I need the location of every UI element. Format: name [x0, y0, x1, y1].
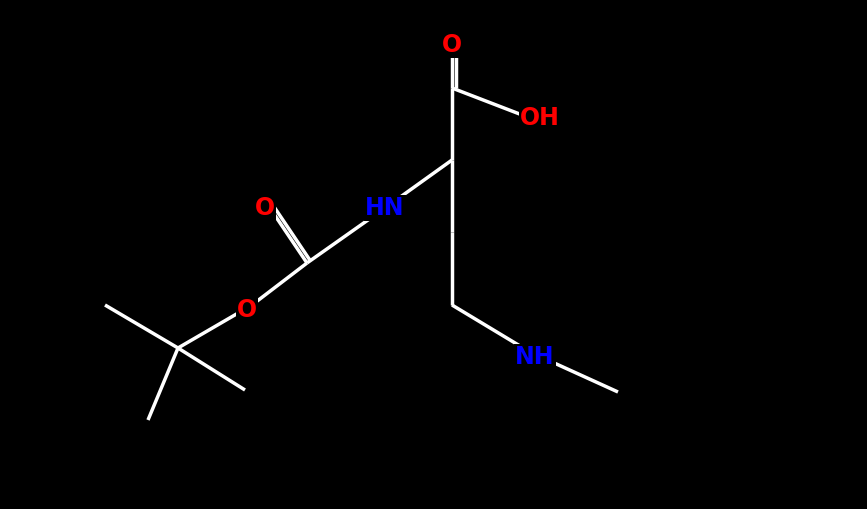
Text: O: O [255, 196, 275, 220]
Text: O: O [442, 33, 462, 57]
Text: NH: NH [515, 345, 555, 369]
Text: O: O [237, 298, 257, 322]
Text: OH: OH [520, 106, 560, 130]
Text: HN: HN [365, 196, 405, 220]
